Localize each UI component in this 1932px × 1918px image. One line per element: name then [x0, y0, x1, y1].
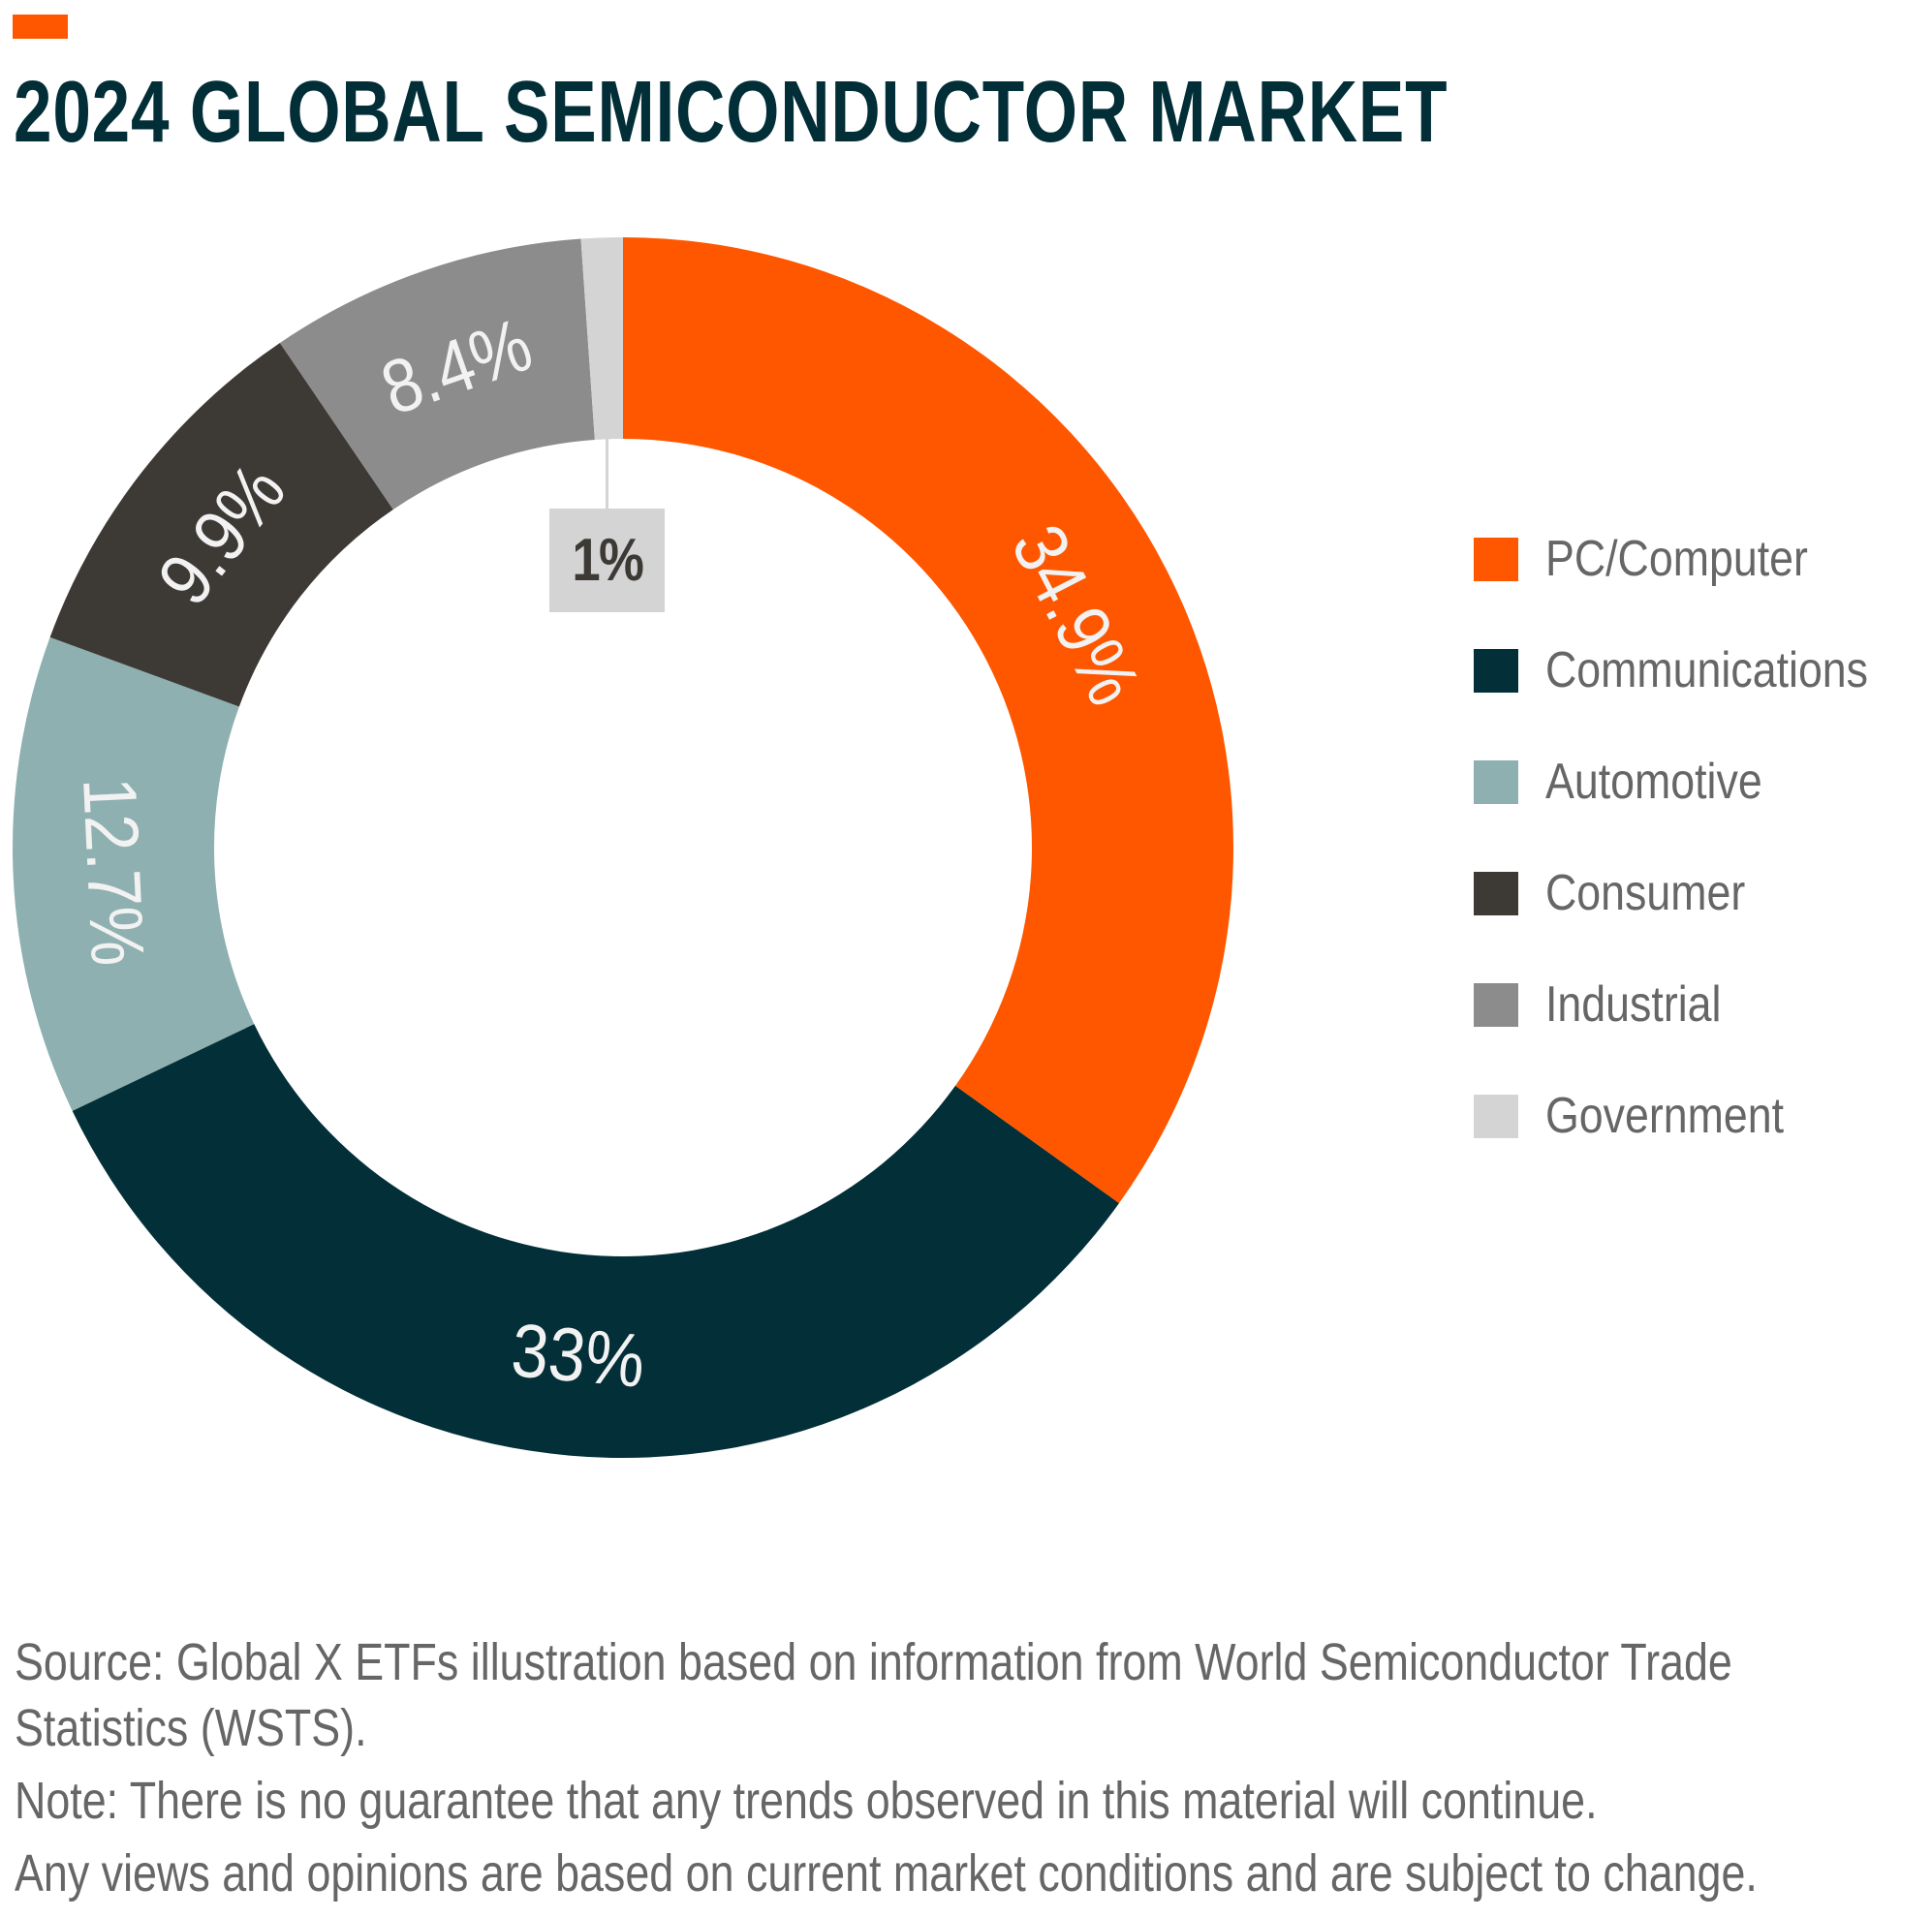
opinions-disclaimer: Any views and opinions are based on curr…: [15, 1844, 1758, 1903]
slice-label-communications: 33%: [509, 1307, 649, 1404]
donut-slices: [13, 237, 1233, 1458]
slice-pc-computer: [623, 237, 1233, 1204]
government-callout-box: 1%: [549, 509, 665, 612]
source-note-line-2: Statistics (WSTS).: [15, 1699, 367, 1757]
legend-swatch-icon: [1474, 983, 1518, 1027]
source-note-line-1: Source: Global X ETFs illustration based…: [15, 1633, 1732, 1691]
legend-label: PC/Computer: [1545, 531, 1808, 587]
legend-label: Communications: [1545, 642, 1869, 698]
government-callout-label: 1%: [572, 527, 643, 594]
legend-label: Government: [1545, 1088, 1785, 1144]
legend-item-consumer: Consumer: [1474, 865, 1919, 921]
legend-item-government: Government: [1474, 1088, 1919, 1144]
legend-label: Industrial: [1545, 976, 1722, 1033]
government-callout-leader-line: [606, 439, 608, 509]
legend-swatch-icon: [1474, 538, 1518, 581]
legend-swatch-icon: [1474, 1095, 1518, 1138]
legend-label: Consumer: [1545, 865, 1746, 921]
legend-item-pc-computer: PC/Computer: [1474, 531, 1919, 587]
legend-item-automotive: Automotive: [1474, 754, 1919, 810]
slice-government: [580, 237, 623, 441]
slice-label-automotive: 12.7%: [67, 776, 161, 969]
slice-communications: [72, 1024, 1119, 1458]
slice-industrial: [279, 238, 595, 510]
slice-consumer: [49, 342, 393, 707]
legend-item-industrial: Industrial: [1474, 976, 1919, 1033]
chart-title: 2024 GLOBAL SEMICONDUCTOR MARKET: [14, 64, 1449, 161]
accent-bar: [13, 15, 68, 39]
slice-automotive: [13, 636, 255, 1111]
legend-label: Automotive: [1545, 754, 1762, 810]
disclaimer-note: Note: There is no guarantee that any tre…: [15, 1772, 1598, 1830]
legend-swatch-icon: [1474, 760, 1518, 804]
legend-swatch-icon: [1474, 649, 1518, 693]
legend-item-communications: Communications: [1474, 642, 1919, 698]
legend-swatch-icon: [1474, 872, 1518, 915]
